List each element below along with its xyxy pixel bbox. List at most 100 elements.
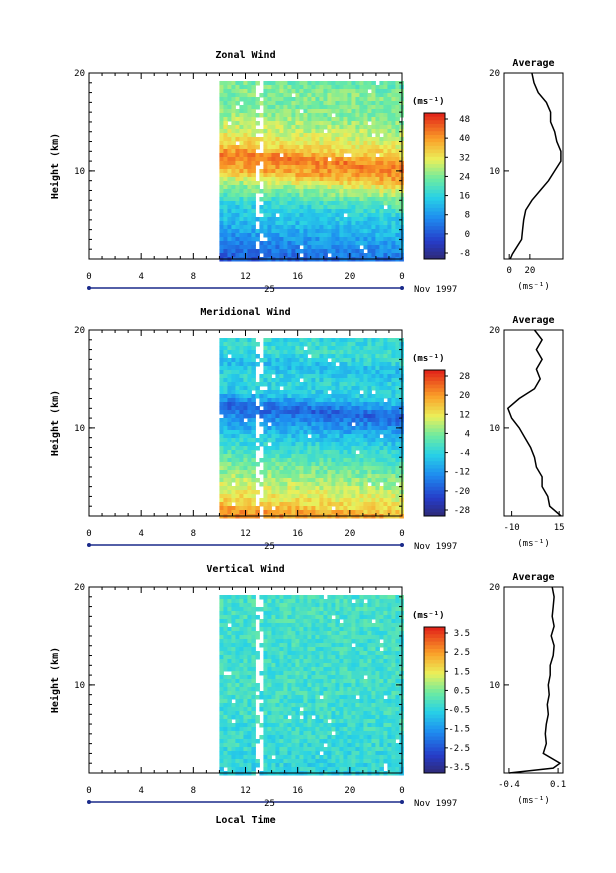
heatmap-cell (311, 486, 316, 491)
heatmap-cell (319, 635, 324, 640)
heatmap-cell (315, 442, 320, 447)
heatmap-cell (307, 422, 312, 427)
heatmap-cell (243, 502, 248, 507)
heatmap-cell (307, 253, 312, 258)
heatmap-cell (239, 346, 244, 351)
heatmap-cell (371, 466, 376, 471)
heatmap-cell (359, 639, 364, 644)
heatmap-cell (219, 378, 224, 383)
heatmap-cell (355, 358, 360, 363)
heatmap-cell (383, 101, 388, 106)
heatmap-cell (219, 105, 224, 110)
heatmap-cell (311, 89, 316, 94)
heatmap-cell (319, 141, 324, 146)
heatmap-cell (291, 482, 296, 487)
heatmap-cell (383, 350, 388, 355)
heatmap-cell (331, 241, 336, 246)
heatmap-cell (251, 161, 256, 166)
heatmap-cell (331, 643, 336, 648)
heatmap-cell (371, 414, 376, 419)
heatmap-cell (295, 149, 300, 154)
x-tick-label: 16 (292, 272, 303, 282)
heatmap-cell (219, 595, 224, 600)
heatmap-cell (287, 422, 292, 427)
colorbar-segment (424, 505, 445, 510)
heatmap-cell (311, 611, 316, 616)
colorbar-segment (424, 248, 445, 253)
heatmap-cell (311, 217, 316, 222)
heatmap-cell (251, 177, 256, 182)
colorbar-segment (424, 229, 445, 234)
heatmap-cell (319, 442, 324, 447)
heatmap-cell (347, 607, 352, 612)
heatmap-cell (371, 498, 376, 503)
heatmap-cell (231, 342, 236, 347)
heatmap-cell (259, 101, 264, 106)
heatmap-cell (219, 627, 224, 632)
heatmap-cell (391, 161, 396, 166)
heatmap-cell (295, 233, 300, 238)
heatmap-cell (239, 410, 244, 415)
heatmap-cell (311, 233, 316, 238)
heatmap-cell (279, 161, 284, 166)
heatmap-cell (291, 627, 296, 632)
heatmap-cell (303, 639, 308, 644)
heatmap-cell (275, 249, 280, 254)
heatmap-cell (295, 205, 300, 210)
heatmap-cell (355, 101, 360, 106)
heatmap-cell (339, 185, 344, 190)
heatmap-cell (367, 615, 372, 620)
heatmap-cell (343, 145, 348, 150)
heatmap-cell (291, 450, 296, 455)
heatmap-cell (251, 85, 256, 90)
heatmap-cell (235, 253, 240, 258)
heatmap-cell (291, 338, 296, 343)
heatmap-cell (231, 89, 236, 94)
heatmap-cell (355, 454, 360, 459)
heatmap-cell (395, 599, 400, 604)
heatmap-cell (299, 454, 304, 459)
heatmap-cell (347, 651, 352, 656)
heatmap-cell (267, 643, 272, 648)
heatmap-cell (375, 117, 380, 122)
heatmap-cell (271, 350, 276, 355)
heatmap-cell (283, 446, 288, 451)
colorbar-segment (424, 204, 445, 209)
heatmap-cell (251, 225, 256, 230)
heatmap-cell (367, 197, 372, 202)
heatmap-cell (275, 129, 280, 134)
heatmap-cell (327, 651, 332, 656)
heatmap-cell (307, 109, 312, 114)
heatmap-cell (319, 225, 324, 230)
heatmap-cell (303, 213, 308, 218)
heatmap-cell (267, 237, 272, 242)
colorbar-segment (424, 167, 445, 172)
heatmap-cell (351, 406, 356, 411)
heatmap-cell (299, 193, 304, 198)
heatmap-cell (327, 145, 332, 150)
heatmap-cell (335, 466, 340, 471)
heatmap-cell (383, 105, 388, 110)
heatmap-cell (319, 205, 324, 210)
heatmap-cell (343, 338, 348, 343)
heatmap-cell (323, 177, 328, 182)
heatmap-cell (327, 442, 332, 447)
heatmap-cell (219, 466, 224, 471)
heatmap-cell (219, 253, 224, 258)
heatmap-cell (227, 169, 232, 174)
heatmap-cell (295, 101, 300, 106)
heatmap-cell (375, 627, 380, 632)
heatmap-cell (251, 213, 256, 218)
heatmap-cell (271, 595, 276, 600)
heatmap-cell (367, 113, 372, 118)
heatmap-cell (319, 117, 324, 122)
heatmap-cell (375, 121, 380, 126)
heatmap-cell (343, 370, 348, 375)
heatmap-cell (379, 233, 384, 238)
heatmap-cell (387, 386, 392, 391)
heatmap-cell (275, 406, 280, 411)
heatmap-cell (299, 386, 304, 391)
heatmap-cell (219, 121, 224, 126)
heatmap-cell (263, 410, 268, 415)
heatmap-cell (391, 498, 396, 503)
